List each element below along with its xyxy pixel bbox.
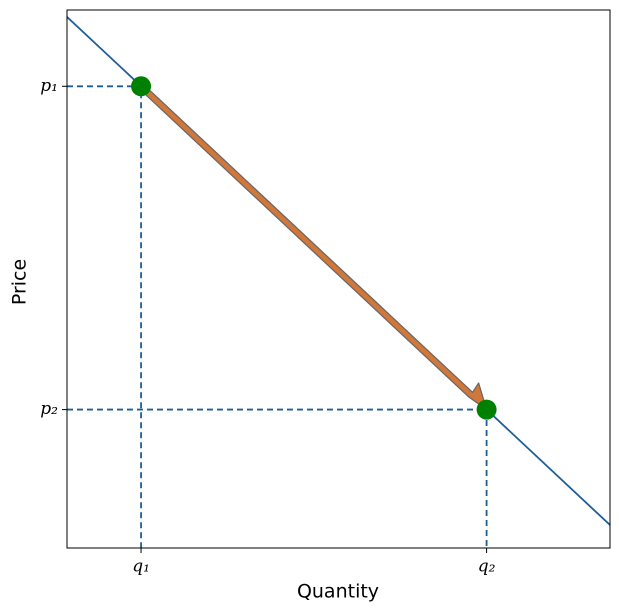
x-tick-label: q₂ <box>478 557 496 577</box>
y-axis-label: Price <box>9 259 31 305</box>
plot <box>67 16 610 548</box>
guide-line <box>67 408 488 548</box>
x-tick-label: q₁ <box>132 557 150 577</box>
guide-line <box>67 85 142 548</box>
arrow <box>138 83 488 411</box>
x-axis-label: Quantity <box>297 581 379 603</box>
point <box>131 76 152 97</box>
y-tick-label: p₁ <box>40 76 58 96</box>
plot-frame <box>66 9 611 549</box>
arrow-shape <box>138 83 488 411</box>
point <box>476 399 497 420</box>
y-tick-label: p₂ <box>40 399 58 419</box>
